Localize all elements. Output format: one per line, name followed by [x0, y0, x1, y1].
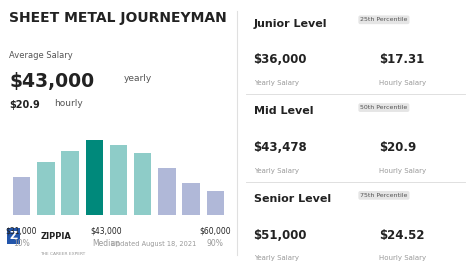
Bar: [61, 151, 79, 215]
Text: $17.31: $17.31: [379, 53, 424, 66]
Text: $43,478: $43,478: [254, 141, 307, 154]
Text: 25th Percentile: 25th Percentile: [360, 17, 408, 22]
Text: $20.9: $20.9: [379, 141, 417, 154]
Text: $24.52: $24.52: [379, 229, 425, 242]
Bar: [37, 162, 55, 215]
Bar: [13, 177, 30, 215]
Text: Hourly Salary: Hourly Salary: [379, 255, 426, 261]
Text: Senior Level: Senior Level: [254, 194, 331, 204]
Text: Hourly Salary: Hourly Salary: [379, 168, 426, 174]
Text: yearly: yearly: [123, 74, 152, 84]
Text: $43,000: $43,000: [9, 72, 95, 91]
Text: Yearly Salary: Yearly Salary: [254, 80, 299, 86]
Text: SHEET METAL JOURNEYMAN: SHEET METAL JOURNEYMAN: [9, 11, 227, 25]
Text: hourly: hourly: [55, 99, 83, 108]
Text: 10%: 10%: [13, 239, 30, 248]
Text: $43,000: $43,000: [91, 227, 122, 236]
Text: ZIPPIA: ZIPPIA: [40, 232, 71, 241]
Bar: [134, 153, 152, 215]
Text: Yearly Salary: Yearly Salary: [254, 168, 299, 174]
Text: Median: Median: [92, 239, 120, 248]
Bar: [158, 168, 176, 215]
Bar: [207, 191, 224, 215]
Text: Mid Level: Mid Level: [254, 106, 313, 117]
Text: 75th Percentile: 75th Percentile: [360, 193, 408, 198]
Text: Junior Level: Junior Level: [254, 19, 327, 29]
Text: Average Salary: Average Salary: [9, 51, 73, 60]
Bar: [182, 183, 200, 215]
Text: Z: Z: [9, 231, 18, 241]
Text: Hourly Salary: Hourly Salary: [379, 80, 426, 86]
Text: 50th Percentile: 50th Percentile: [360, 105, 408, 110]
Text: Yearly Salary: Yearly Salary: [254, 255, 299, 261]
Text: $20.9: $20.9: [9, 100, 40, 110]
Text: $60,000: $60,000: [200, 227, 231, 236]
Text: $51,000: $51,000: [254, 229, 307, 242]
Text: Updated August 18, 2021: Updated August 18, 2021: [111, 241, 197, 247]
Text: 90%: 90%: [207, 239, 224, 248]
Text: $31,000: $31,000: [6, 227, 37, 236]
Bar: [110, 145, 127, 215]
Bar: [85, 140, 103, 215]
Text: $36,000: $36,000: [254, 53, 307, 66]
Text: THE CAREER EXPERT: THE CAREER EXPERT: [40, 252, 85, 256]
